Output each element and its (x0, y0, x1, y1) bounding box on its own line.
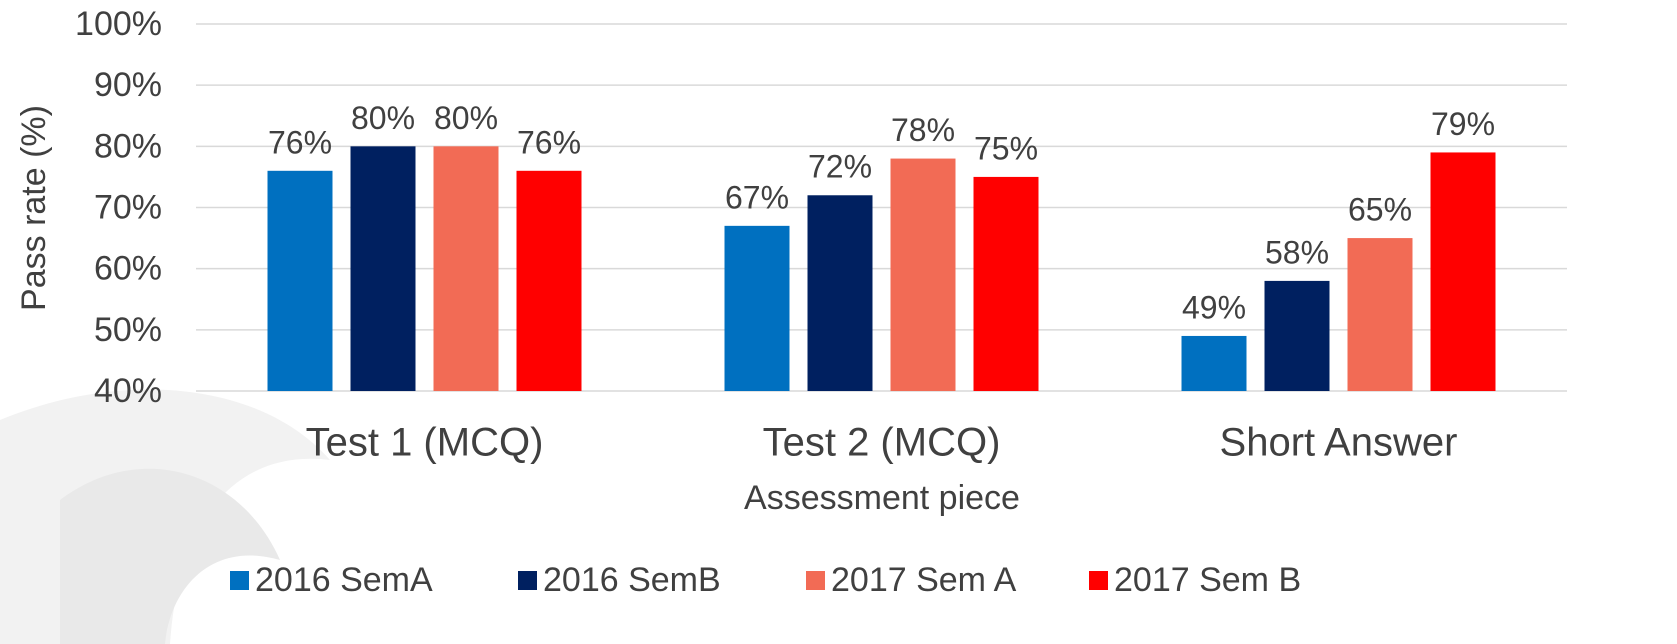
x-tick-label: Test 1 (MCQ) (306, 421, 544, 465)
data-label: 75% (974, 130, 1038, 166)
data-label: 80% (434, 100, 498, 136)
bar (724, 225, 790, 391)
legend-label: 2017 Sem B (1114, 561, 1301, 599)
bar (516, 170, 582, 391)
data-label: 78% (891, 112, 955, 148)
bar (890, 158, 956, 391)
data-label: 80% (351, 100, 415, 136)
y-tick-label: 80% (94, 127, 162, 165)
legend-swatch (806, 571, 825, 590)
legend-label: 2016 SemA (255, 561, 433, 599)
data-label: 76% (517, 124, 581, 160)
data-label: 65% (1348, 192, 1412, 228)
y-tick-label: 70% (94, 188, 162, 226)
data-label: 79% (1431, 106, 1495, 142)
y-tick-label: 90% (94, 66, 162, 104)
bar (973, 176, 1039, 391)
bar (1347, 238, 1413, 391)
bar (433, 146, 499, 391)
y-axis-title: Pass rate (%) (15, 105, 53, 311)
y-tick-label: 60% (94, 250, 162, 288)
y-tick-label: 100% (75, 5, 162, 43)
data-label: 76% (268, 124, 332, 160)
bar (807, 195, 873, 391)
x-tick-label: Test 2 (MCQ) (763, 421, 1001, 465)
data-label: 67% (725, 179, 789, 215)
y-tick-label: 40% (94, 372, 162, 410)
data-label: 72% (808, 149, 872, 185)
legend-label: 2016 SemB (543, 561, 721, 599)
legend-label: 2017 Sem A (831, 561, 1017, 599)
x-axis-title: Assessment piece (744, 479, 1020, 517)
data-label: 58% (1265, 234, 1329, 270)
legend-swatch (1089, 571, 1108, 590)
legend-swatch (518, 571, 537, 590)
bar (1430, 152, 1496, 391)
y-tick-label: 50% (94, 311, 162, 349)
watermark (60, 468, 280, 644)
data-label: 49% (1182, 289, 1246, 325)
bar (350, 146, 416, 391)
bar (1264, 280, 1330, 391)
legend-swatch (230, 571, 249, 590)
bar (1181, 335, 1247, 391)
bar (267, 170, 333, 391)
x-tick-label: Short Answer (1220, 421, 1458, 465)
